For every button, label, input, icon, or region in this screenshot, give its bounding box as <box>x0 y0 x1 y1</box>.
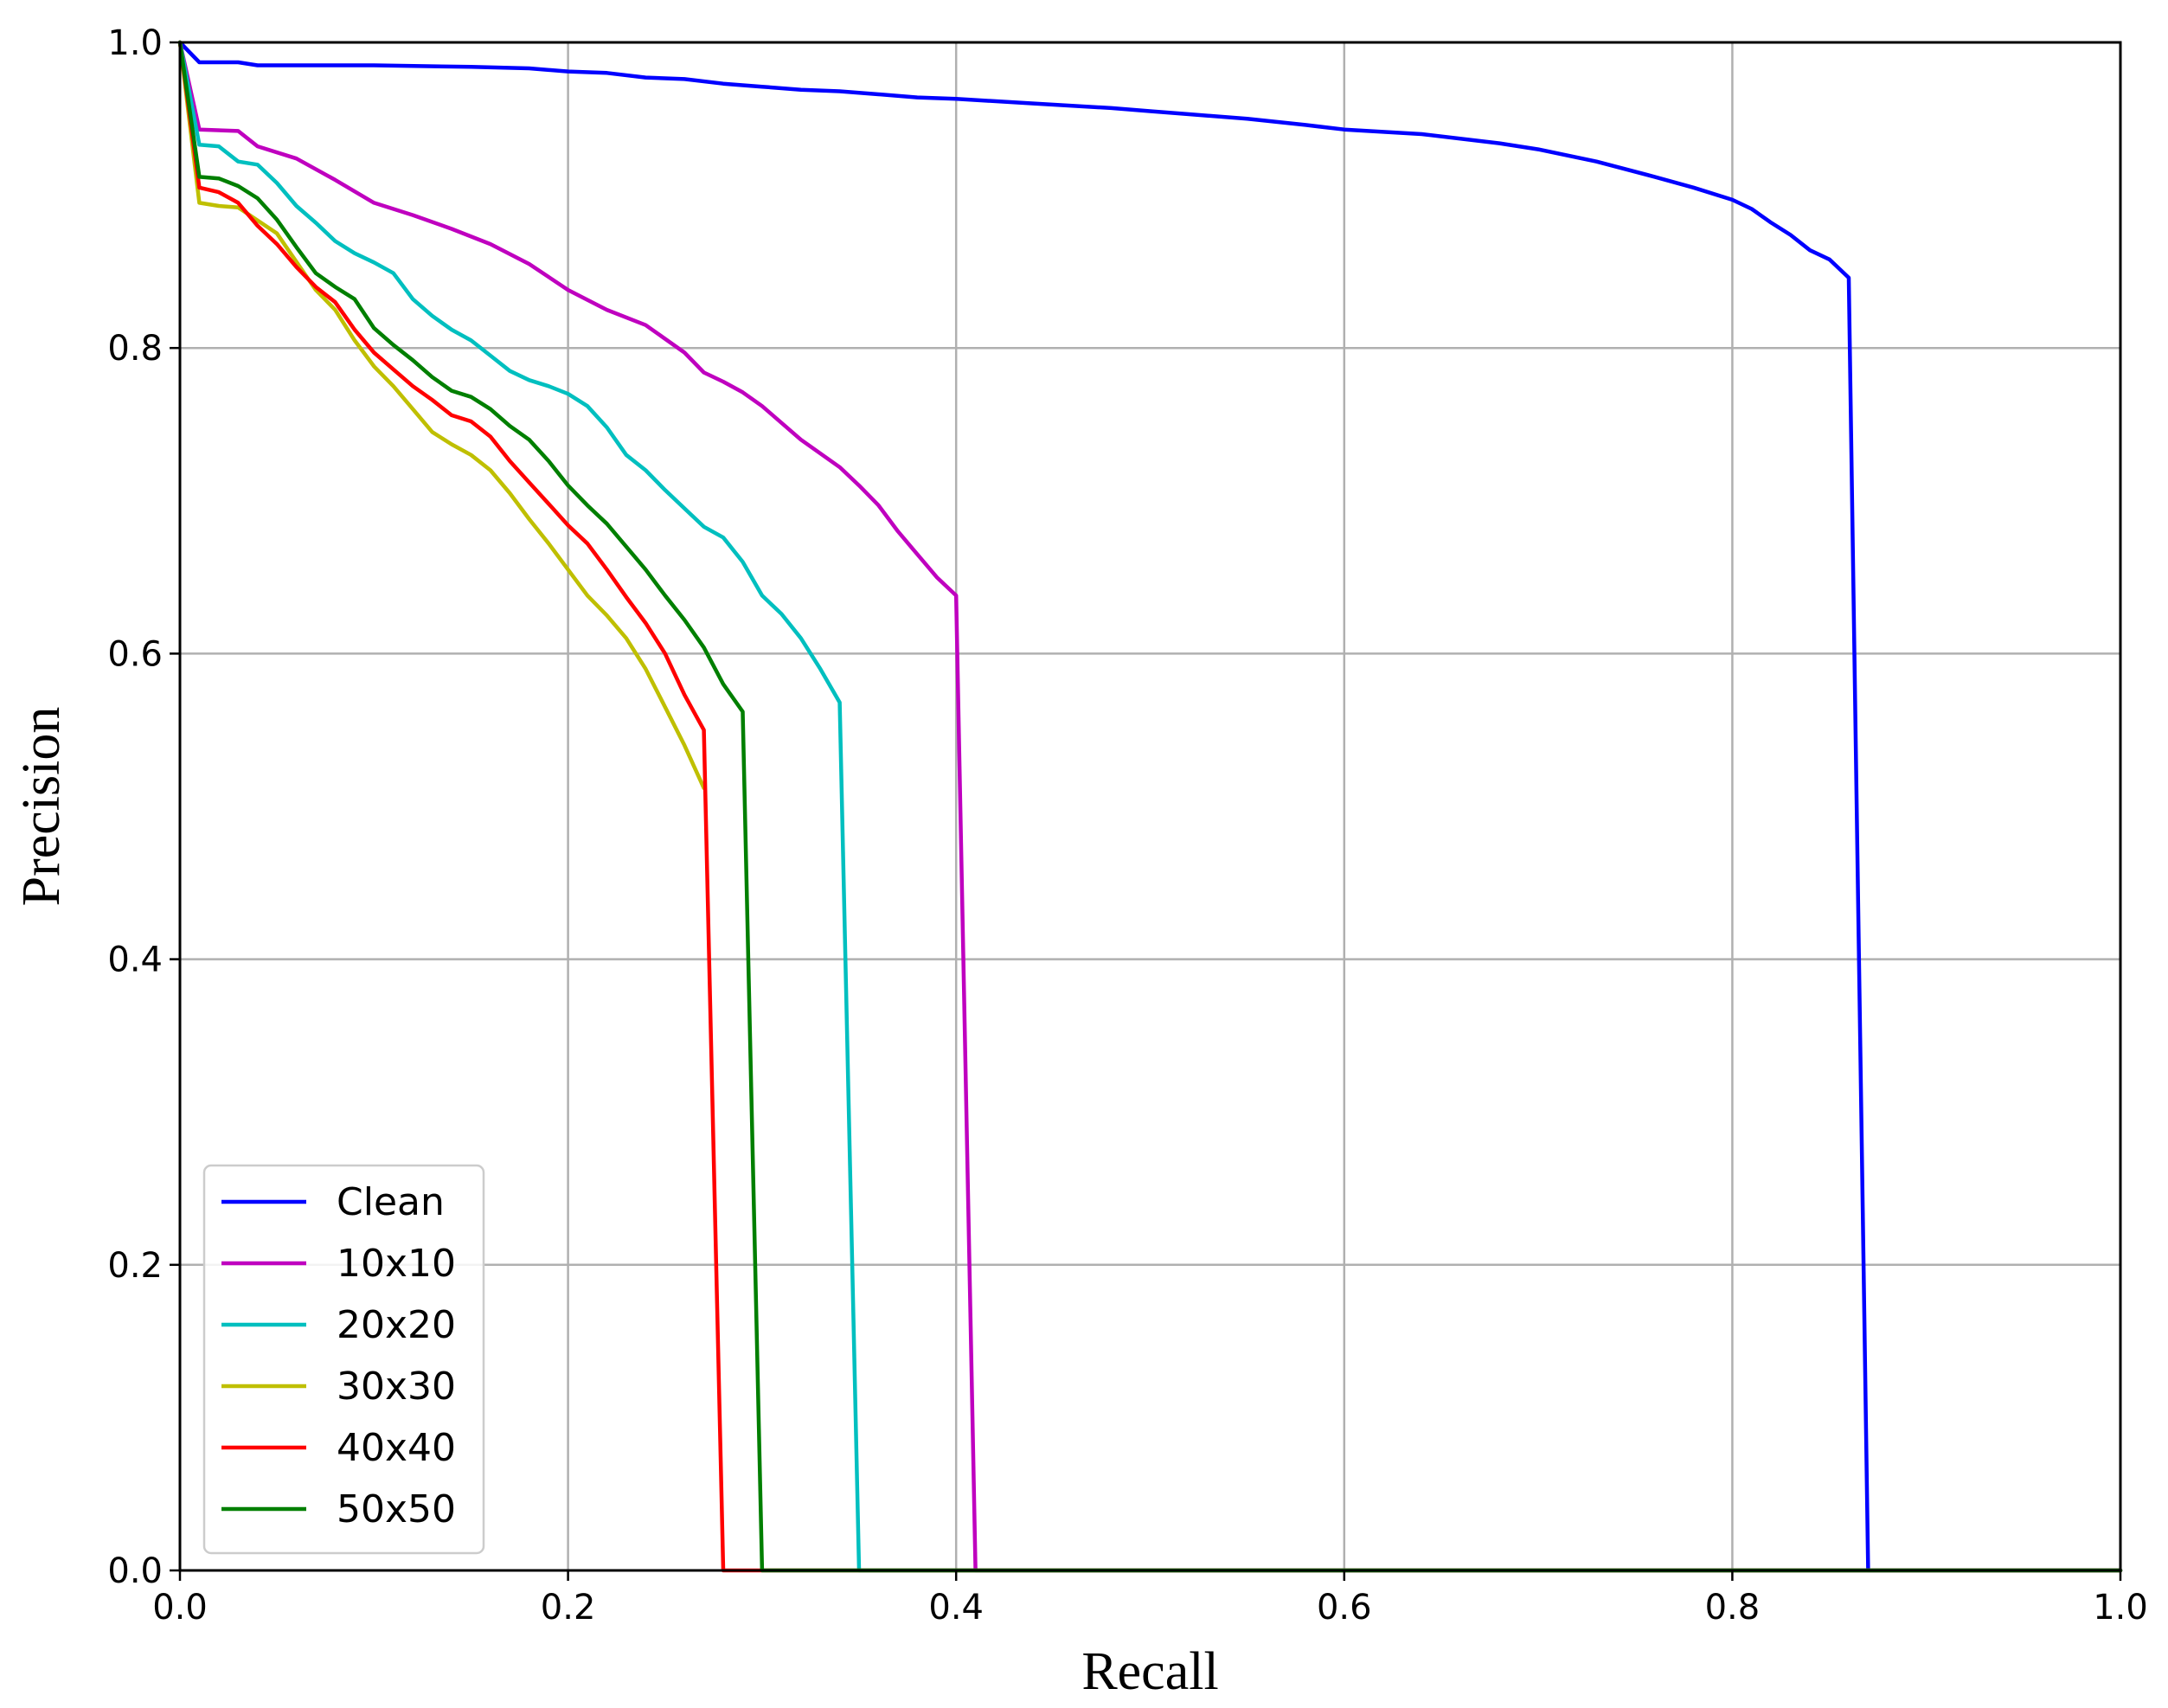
y-tick-label: 0.0 <box>107 1551 163 1591</box>
x-tick-label: 0.4 <box>928 1588 984 1628</box>
series-line-30x30 <box>177 40 706 791</box>
series-line-10x10 <box>177 40 2123 1573</box>
y-tick-label: 0.2 <box>107 1246 163 1286</box>
legend-label: 40x40 <box>337 1426 456 1470</box>
plot-frame <box>178 41 2122 1572</box>
x-tick-label: 0.8 <box>1705 1588 1761 1628</box>
series-line-50x50 <box>177 40 2123 1573</box>
x-axis-title: Recall <box>1081 1642 1218 1701</box>
y-axis-title: Precision <box>12 707 71 907</box>
y-tick-label: 0.4 <box>107 941 163 980</box>
y-tick-label: 0.8 <box>107 329 163 369</box>
legend-label: 50x50 <box>337 1487 456 1531</box>
series-line-clean <box>177 40 2123 1573</box>
legend: Clean 10x10 20x20 30x30 40x40 50x50 <box>202 1164 485 1555</box>
legend-label: 30x30 <box>337 1364 456 1409</box>
y-tick-label: 0.6 <box>107 634 163 674</box>
legend-label: 20x20 <box>337 1303 456 1347</box>
series-line-40x40 <box>177 40 2123 1573</box>
x-tick-label: 1.0 <box>2093 1588 2148 1628</box>
x-tick-label: 0.6 <box>1317 1588 1372 1628</box>
x-tick-label: 0.2 <box>541 1588 596 1628</box>
tick-layer: 0.0 0.2 0.4 0.6 0.8 1.0 0.0 0.2 0.4 0.6 0.8 1.0 <box>107 23 2147 1628</box>
series-line-20x20 <box>177 40 2123 1573</box>
y-tick-label: 1.0 <box>107 23 163 63</box>
series-layer <box>177 40 2123 1573</box>
x-tick-label: 0.0 <box>152 1588 208 1628</box>
legend-label: 10x10 <box>337 1242 456 1286</box>
legend-label: Clean <box>337 1180 445 1224</box>
